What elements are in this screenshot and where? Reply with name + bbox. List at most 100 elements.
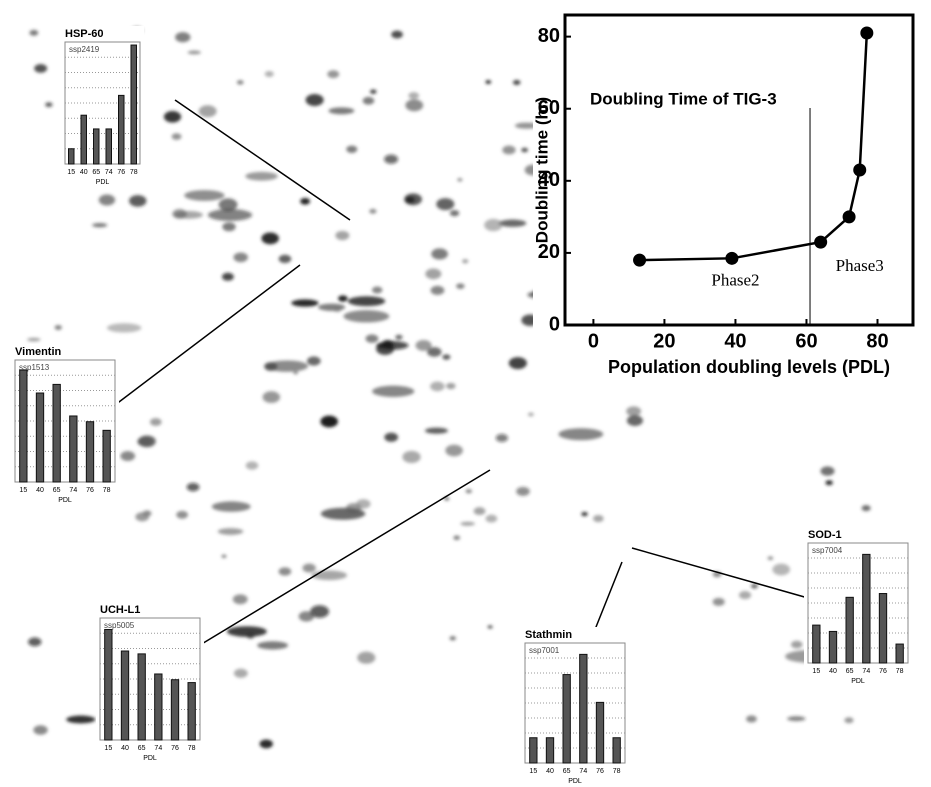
gel-spot <box>175 32 190 42</box>
gel-spot <box>348 296 385 306</box>
gel-spot <box>395 335 402 340</box>
gel-spot <box>279 567 292 575</box>
gel-spot <box>222 273 234 281</box>
x-tick-label: 80 <box>866 330 888 352</box>
gel-spot <box>502 146 515 155</box>
gel-spot <box>462 259 468 263</box>
gel-spot <box>302 564 315 573</box>
bar <box>94 129 100 164</box>
x-tick-label: 74 <box>154 745 162 752</box>
bar <box>36 393 43 482</box>
x-tick-label: 20 <box>653 330 675 352</box>
bar <box>70 416 77 482</box>
gel-spot <box>466 489 472 493</box>
bar <box>131 45 137 164</box>
bar <box>896 644 903 663</box>
gel-spot <box>328 107 354 114</box>
data-point <box>843 210 856 223</box>
bar <box>596 702 603 763</box>
gel-spot <box>120 451 135 461</box>
gel-spot <box>99 195 115 206</box>
gel-spot <box>335 231 349 240</box>
gel-spot <box>453 536 460 540</box>
gel-spot <box>176 511 188 519</box>
gel-spot <box>246 461 259 469</box>
x-axis-label: PDL <box>96 179 110 186</box>
gel-spot <box>746 715 757 722</box>
gel-spot <box>391 31 403 39</box>
x-tick-label: 40 <box>80 169 88 176</box>
gel-spot <box>372 287 382 294</box>
gel-spot <box>474 507 486 515</box>
gel-spot <box>445 445 463 457</box>
x-tick-label: 15 <box>67 169 75 176</box>
bar <box>121 651 128 740</box>
gel-spot <box>425 269 441 280</box>
x-tick-label: 74 <box>862 668 870 675</box>
phase-label: Phase3 <box>836 256 884 275</box>
gel-spot <box>92 223 107 227</box>
panel-id: ssp2419 <box>69 45 100 54</box>
gel-spot <box>768 556 774 560</box>
gel-spot <box>739 591 751 599</box>
gel-spot <box>222 222 235 231</box>
gel-spot <box>261 233 279 245</box>
gel-spot <box>66 716 95 724</box>
x-axis-label: PDL <box>58 497 72 504</box>
x-axis-label: PDL <box>568 778 582 785</box>
gel-spot <box>384 155 398 164</box>
gel-spot <box>343 310 389 322</box>
gel-spot <box>450 636 456 640</box>
gel-spot <box>29 30 38 36</box>
bar <box>563 675 570 763</box>
x-tick-label: 74 <box>105 169 113 176</box>
x-axis-label: PDL <box>143 755 157 762</box>
bar <box>171 680 178 740</box>
gel-spot <box>234 252 248 262</box>
bar <box>879 594 886 663</box>
gel-spot <box>346 146 357 153</box>
bar <box>69 149 75 164</box>
x-tick-label: 40 <box>829 668 837 675</box>
bar <box>86 422 93 482</box>
x-tick-label: 15 <box>104 745 112 752</box>
gel-spot <box>307 356 321 365</box>
gel-spot <box>427 347 441 357</box>
leader-line <box>115 265 300 405</box>
y-tick-label: 20 <box>538 241 560 263</box>
y-axis-label: Doubling time (hr) <box>532 97 551 243</box>
gel-spot <box>164 111 181 123</box>
gel-spot <box>446 383 455 389</box>
x-tick-label: 78 <box>103 487 111 494</box>
bar <box>613 738 620 763</box>
x-tick-label: 60 <box>795 330 817 352</box>
panel-id: ssp7001 <box>529 646 560 655</box>
gel-spot <box>528 413 534 417</box>
gel-spot <box>431 286 445 295</box>
gel-spot <box>593 515 604 522</box>
gel-spot <box>787 716 805 721</box>
gel-spot <box>300 198 310 205</box>
gel-spot <box>27 338 40 342</box>
gel-spot <box>363 97 375 105</box>
gel-spot <box>558 428 603 440</box>
x-tick-label: 65 <box>53 487 61 494</box>
gel-spot <box>425 428 448 434</box>
data-point <box>853 164 866 177</box>
gel-spot <box>357 652 375 664</box>
gel-spot <box>293 371 298 374</box>
leader-line <box>200 470 490 645</box>
x-tick-label: 76 <box>117 169 125 176</box>
data-point <box>814 236 827 249</box>
gel-spot <box>333 307 341 312</box>
panel-title: HSP-60 <box>65 28 104 40</box>
data-point <box>633 254 646 267</box>
leader-line <box>175 100 350 220</box>
gel-spot <box>327 70 339 78</box>
gel-spot <box>484 219 502 231</box>
gel-spot <box>626 406 641 416</box>
gel-spot <box>129 195 146 207</box>
gel-spot <box>460 522 475 526</box>
gel-spot <box>450 210 459 216</box>
